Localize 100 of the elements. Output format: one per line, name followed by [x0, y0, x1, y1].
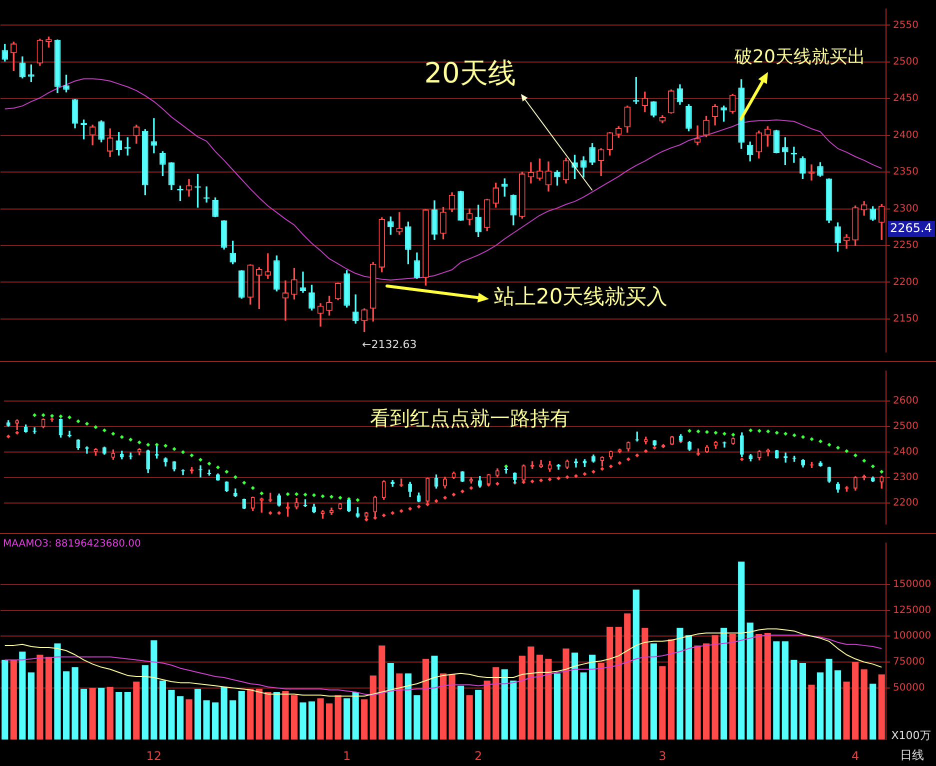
point [233, 475, 238, 480]
bar [116, 692, 122, 740]
y-tick-label: 2200 [893, 276, 918, 288]
bar [606, 626, 614, 740]
y-tick-label: 2150 [893, 314, 918, 325]
point [688, 428, 692, 433]
bar [54, 643, 61, 740]
annotation: 站上20天线就买入 [494, 284, 668, 308]
bar [650, 643, 657, 740]
annotation: ←2132.63 [362, 338, 417, 351]
bar [571, 652, 578, 740]
bar [685, 635, 692, 740]
point [792, 433, 796, 438]
bar [290, 695, 298, 740]
bar [220, 686, 228, 740]
y-axis-title: X100万 [891, 728, 931, 742]
bar [870, 684, 876, 740]
candlestick [705, 445, 709, 453]
bar [676, 628, 684, 740]
bar [764, 633, 771, 740]
point [652, 446, 657, 450]
candlestick [172, 461, 176, 472]
bar [799, 663, 806, 740]
point [434, 499, 438, 504]
point [574, 474, 578, 478]
bar [729, 634, 736, 740]
bar [457, 686, 464, 740]
bar [808, 684, 815, 740]
point [600, 466, 604, 471]
point [15, 430, 20, 435]
point [704, 430, 709, 434]
point [582, 472, 587, 476]
point [294, 492, 299, 496]
point [250, 486, 255, 490]
point [766, 429, 770, 434]
y-tick-label: 2550 [893, 20, 918, 31]
point [102, 428, 106, 432]
point [801, 435, 806, 440]
point [67, 415, 72, 420]
candlestick [591, 454, 596, 463]
point [32, 413, 37, 418]
bar [62, 671, 70, 740]
bar [10, 660, 17, 740]
candlestick [338, 503, 342, 510]
bar [528, 646, 534, 740]
point [608, 464, 613, 468]
point [626, 457, 630, 462]
point [338, 496, 342, 500]
bar [536, 654, 543, 740]
x-tick-label: 3 [658, 748, 666, 763]
bar [133, 682, 140, 740]
candlestick [203, 186, 210, 202]
bar [98, 688, 105, 740]
bar [642, 628, 648, 740]
candlestick [41, 418, 46, 428]
y-tick-label: 150000 [893, 578, 932, 590]
point [6, 434, 10, 439]
bar [317, 698, 324, 740]
bar [124, 692, 131, 740]
point [565, 475, 570, 480]
bar [159, 680, 166, 740]
bar [545, 658, 552, 740]
point [224, 470, 229, 474]
bar [826, 658, 832, 740]
point [556, 476, 561, 480]
bar [773, 641, 780, 740]
point [312, 493, 316, 498]
bar [712, 635, 718, 740]
bar [344, 698, 350, 740]
text: 日线 [900, 748, 924, 762]
candlestick [548, 460, 552, 472]
bar [334, 695, 342, 740]
point [207, 462, 212, 466]
candlestick [426, 478, 430, 504]
point [548, 477, 552, 482]
bar [203, 700, 210, 740]
y-tick-label: 2500 [893, 56, 918, 68]
y-tick-label: 2500 [893, 421, 918, 432]
bar [492, 667, 500, 740]
point [216, 465, 220, 470]
point [443, 496, 447, 500]
point [522, 480, 526, 484]
text: 2265.4 [890, 221, 932, 236]
bar [247, 688, 254, 740]
y-tick-label: 2400 [893, 130, 918, 141]
bar [45, 656, 52, 740]
point [880, 470, 884, 474]
point [844, 449, 849, 454]
point [722, 432, 726, 436]
bar [738, 562, 745, 740]
point [120, 435, 124, 440]
bar [878, 674, 885, 740]
y-tick-label: 2400 [893, 446, 918, 458]
point [94, 425, 98, 430]
bar [746, 622, 754, 740]
candlestick [469, 477, 474, 484]
bar [475, 690, 482, 740]
candlestick [688, 441, 692, 451]
bar [273, 692, 280, 740]
bar [282, 690, 289, 740]
